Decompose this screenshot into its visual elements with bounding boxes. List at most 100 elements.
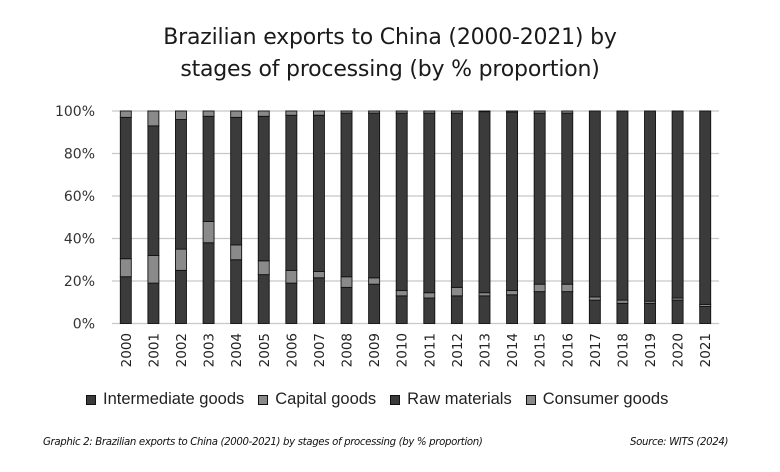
x-tick-label: 2011 [422, 333, 438, 367]
bar-stack-2016 [561, 110, 574, 324]
bar-segment-consumer-goods [368, 110, 381, 114]
x-tick-label: 2001 [146, 333, 162, 367]
figure-caption: Graphic 2: Brazilian exports to China (2… [43, 437, 483, 448]
bar-segment-raw-materials [588, 110, 601, 298]
bar-segment-intermediate-goods [257, 274, 270, 324]
bar-segment-consumer-goods [119, 110, 132, 118]
bar-segment-consumer-goods [395, 110, 408, 114]
chart-title: Brazilian exports to China (2000-2021) b… [0, 22, 780, 86]
bar-segment-intermediate-goods [175, 269, 187, 324]
bar-segment-capital-goods [175, 248, 187, 271]
bar-segment-consumer-goods [230, 110, 243, 118]
bar-segment-intermediate-goods [368, 283, 381, 324]
bar-stack-2013 [478, 110, 491, 324]
bar-segment-intermediate-goods [202, 242, 215, 324]
bar-segment-raw-materials [147, 125, 160, 256]
x-tick-label: 2020 [671, 333, 687, 367]
bar-stack-2008 [340, 110, 353, 324]
bar-stack-2014 [506, 110, 519, 324]
x-tick-label: 2012 [450, 333, 466, 367]
bar-stack-2010 [395, 110, 408, 324]
bar-segment-raw-materials [285, 114, 298, 271]
legend-swatch [390, 394, 401, 405]
bar-segment-capital-goods [340, 276, 353, 288]
bar-segment-capital-goods [285, 269, 298, 284]
bar-segment-intermediate-goods [478, 295, 491, 324]
bar-segment-raw-materials [423, 112, 436, 294]
bar-segment-intermediate-goods [230, 259, 243, 324]
y-tick-label: 0% [73, 317, 95, 333]
bar-segment-raw-materials [616, 110, 629, 301]
bar-segment-intermediate-goods [395, 295, 408, 324]
bar-segment-consumer-goods [533, 110, 546, 114]
bar-stack-2000 [119, 110, 132, 324]
y-tick-label: 40% [64, 232, 95, 248]
bar-segment-intermediate-goods [340, 286, 353, 324]
x-tick-label: 2016 [560, 333, 576, 367]
bar-stack-2017 [588, 110, 601, 324]
bar-segment-capital-goods [561, 283, 574, 293]
legend-item-intermediate-goods: Intermediate goods [86, 390, 244, 409]
bar-stack-2005 [257, 110, 270, 324]
legend-label: Raw materials [407, 390, 512, 408]
figure-source: Source: WITS (2024) [630, 437, 729, 448]
bar-segment-consumer-goods [257, 110, 270, 117]
x-tick-label: 2017 [588, 333, 604, 367]
bar-segment-consumer-goods [202, 110, 215, 117]
bar-segment-intermediate-goods [119, 276, 132, 324]
bar-stack-2007 [312, 110, 325, 324]
bar-stack-2006 [285, 110, 298, 324]
bar-segment-raw-materials [644, 110, 656, 302]
bar-segment-raw-materials [368, 112, 381, 279]
bar-stack-2003 [202, 110, 215, 324]
bar-segment-consumer-goods [147, 110, 160, 127]
bar-segment-consumer-goods [561, 110, 574, 114]
x-tick-label: 2018 [615, 333, 631, 367]
x-tick-label: 2006 [284, 333, 300, 367]
bar-segment-raw-materials [202, 115, 215, 222]
bar-segment-capital-goods [147, 255, 160, 284]
legend-item-raw-materials: Raw materials [390, 390, 512, 409]
bar-segment-capital-goods [368, 277, 381, 285]
bar-segment-raw-materials [699, 110, 712, 305]
bar-stack-2004 [230, 110, 243, 324]
bar-stack-2002 [175, 110, 187, 324]
bar-segment-raw-materials [119, 116, 132, 260]
bar-stack-2001 [147, 110, 160, 324]
bar-segment-capital-goods [119, 258, 132, 278]
bar-segment-raw-materials [230, 116, 243, 246]
bar-segment-raw-materials [312, 114, 325, 272]
x-tick-label: 2013 [477, 333, 493, 367]
bar-segment-consumer-goods [175, 110, 187, 120]
bar-segment-consumer-goods [340, 110, 353, 114]
bar-stack-2015 [533, 110, 546, 324]
bar-stack-2011 [423, 110, 436, 324]
bar-segment-raw-materials [671, 110, 684, 299]
bar-segment-intermediate-goods [671, 299, 684, 324]
bar-segment-raw-materials [478, 111, 491, 294]
bar-segment-intermediate-goods [423, 297, 436, 324]
x-tick-label: 2005 [257, 333, 273, 367]
legend: Intermediate goods Capital goods Raw mater… [86, 390, 706, 409]
bar-segment-capital-goods [423, 292, 436, 299]
bar-segment-intermediate-goods [699, 306, 712, 324]
bar-segment-intermediate-goods [147, 282, 160, 324]
y-tick-label: 20% [64, 274, 95, 290]
bar-segment-raw-materials [561, 112, 574, 285]
y-tick-label: 60% [64, 189, 95, 205]
legend-label: Consumer goods [542, 390, 669, 408]
bar-segment-intermediate-goods [285, 282, 298, 324]
x-axis-ticks: 2000 2001 2002 2003 2004 2005 2006 2007 2008 2009… [119, 333, 714, 367]
y-axis-ticks: 0% 20% 40% 60% 80% 100% [55, 104, 95, 333]
x-tick-label: 2021 [698, 333, 714, 367]
bar-segment-capital-goods [478, 292, 491, 297]
legend-swatch [86, 394, 96, 405]
bar-segment-raw-materials [257, 115, 270, 262]
bar-stack-2018 [616, 110, 629, 324]
bar-stack-2020 [671, 110, 684, 324]
legend-item-capital-goods: Capital goods [258, 390, 376, 409]
bar-segment-capital-goods [588, 296, 601, 301]
x-tick-label: 2007 [312, 333, 328, 367]
bar-segment-intermediate-goods [561, 291, 574, 324]
legend-swatch [258, 394, 269, 405]
